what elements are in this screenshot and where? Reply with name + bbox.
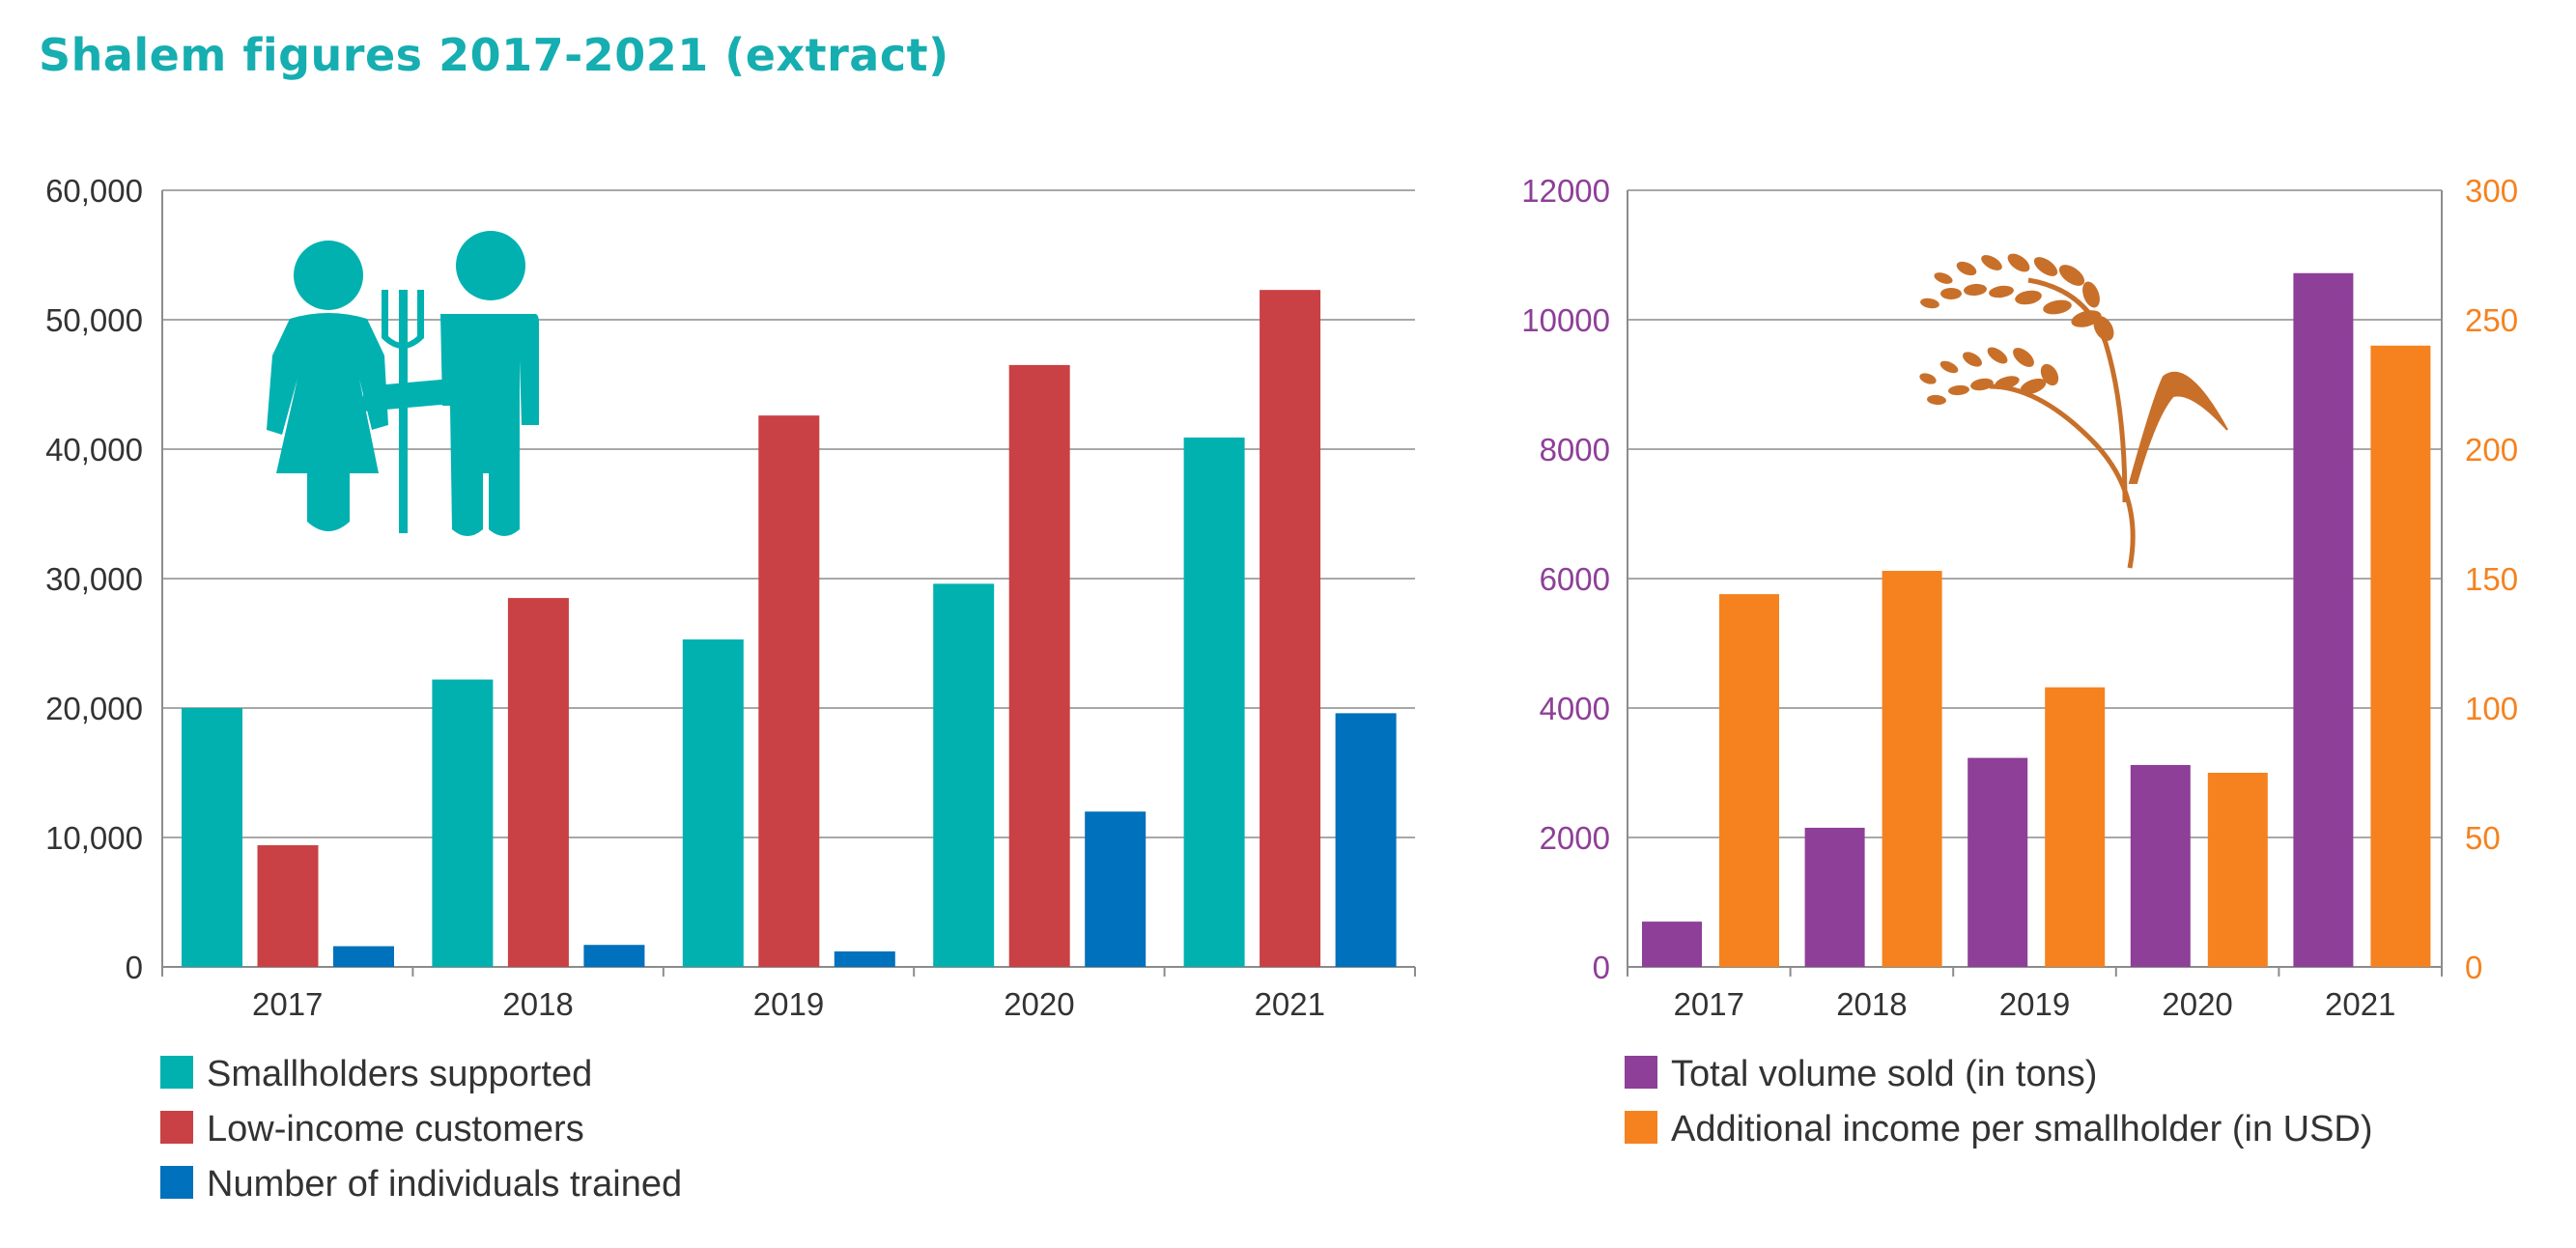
legend-swatch (160, 1166, 193, 1199)
farmer-couple-pitchfork-icon (267, 231, 539, 536)
y-tick-label: 40,000 (45, 432, 143, 468)
bar-2019-0 (682, 638, 744, 967)
bar-2018-2 (583, 945, 645, 967)
bar-2018-1 (507, 598, 569, 967)
bar-2020-1 (1008, 364, 1070, 967)
legend-label: Low-income customers (207, 1109, 584, 1149)
y2-tick-label: 200 (2465, 432, 2518, 468)
bar-2021-2 (1335, 713, 1397, 967)
rice-stalk-icon (1919, 253, 2228, 569)
y-tick-label: 8000 (1540, 432, 1610, 468)
x-tick-label: 2021 (1255, 986, 1325, 1022)
y-tick-label: 6000 (1540, 561, 1610, 597)
bar-2017-2 (333, 946, 394, 967)
y-tick-label: 2000 (1540, 820, 1610, 856)
bar-2019-1 (758, 415, 820, 967)
legend-swatch (160, 1111, 193, 1144)
bar-2021-0 (1183, 437, 1245, 967)
x-tick-label: 2018 (502, 986, 573, 1022)
legend-swatch (1625, 1056, 1657, 1089)
bar-2019-1 (2045, 687, 2106, 967)
y-tick-label: 0 (126, 950, 143, 985)
bar-2017-1 (257, 845, 319, 967)
y-tick-label: 12000 (1521, 173, 1610, 209)
y2-tick-label: 50 (2465, 820, 2501, 856)
y-tick-label: 50,000 (45, 302, 143, 338)
bar-2021-1 (1260, 290, 1321, 967)
bar-2017-1 (1719, 594, 1779, 967)
bar-2018-1 (1882, 570, 1942, 967)
y2-tick-label: 100 (2465, 691, 2518, 726)
legend-label: Smallholders supported (207, 1054, 592, 1094)
legend-swatch (1625, 1111, 1657, 1144)
legend-label: Additional income per smallholder (in US… (1671, 1109, 2373, 1149)
bar-2019-0 (1967, 757, 2028, 967)
bar-2021-0 (2293, 272, 2354, 967)
x-tick-label: 2019 (1999, 986, 2070, 1022)
y-tick-label: 0 (1593, 950, 1610, 985)
bar-2020-0 (933, 583, 995, 967)
bar-2017-0 (182, 708, 242, 967)
bar-2020-0 (2130, 764, 2191, 967)
x-tick-label: 2019 (753, 986, 824, 1022)
legend-swatch (160, 1056, 193, 1089)
x-tick-label: 2017 (252, 986, 323, 1022)
bar-2018-0 (1804, 827, 1865, 967)
x-tick-label: 2018 (1836, 986, 1907, 1022)
bar-2019-2 (834, 950, 895, 967)
left-bar-chart: 0 10,000 20,000 30,000 40,000 50,000 60,000 201… (45, 173, 1416, 1205)
bar-2018-0 (432, 679, 494, 967)
y-tick-label: 30,000 (45, 561, 143, 597)
y-tick-label: 20,000 (45, 691, 143, 726)
x-tick-label: 2020 (2162, 986, 2232, 1022)
bar-2020-2 (1085, 811, 1146, 967)
legend-label: Total volume sold (in tons) (1671, 1054, 2097, 1094)
y2-tick-label: 300 (2465, 173, 2518, 209)
legend-label: Number of individuals trained (207, 1164, 682, 1205)
bar-2017-0 (1642, 922, 1702, 967)
y-tick-label: 10000 (1521, 302, 1610, 338)
x-tick-label: 2017 (1674, 986, 1744, 1022)
y-tick-label: 60,000 (45, 173, 143, 209)
page-title: Shalem figures 2017-2021 (extract) (39, 29, 949, 81)
x-tick-label: 2020 (1004, 986, 1074, 1022)
right-bar-chart: 0 2000 4000 6000 8000 10000 12000 0 50 100 150 200 2… (1521, 173, 2518, 1149)
bar-2021-1 (2370, 345, 2431, 967)
y2-tick-label: 0 (2465, 950, 2482, 985)
y-tick-label: 4000 (1540, 691, 1610, 726)
x-tick-label: 2021 (2325, 986, 2395, 1022)
y2-tick-label: 150 (2465, 561, 2518, 597)
y2-tick-label: 250 (2465, 302, 2518, 338)
bar-2020-1 (2207, 773, 2268, 967)
y-tick-label: 10,000 (45, 820, 143, 856)
